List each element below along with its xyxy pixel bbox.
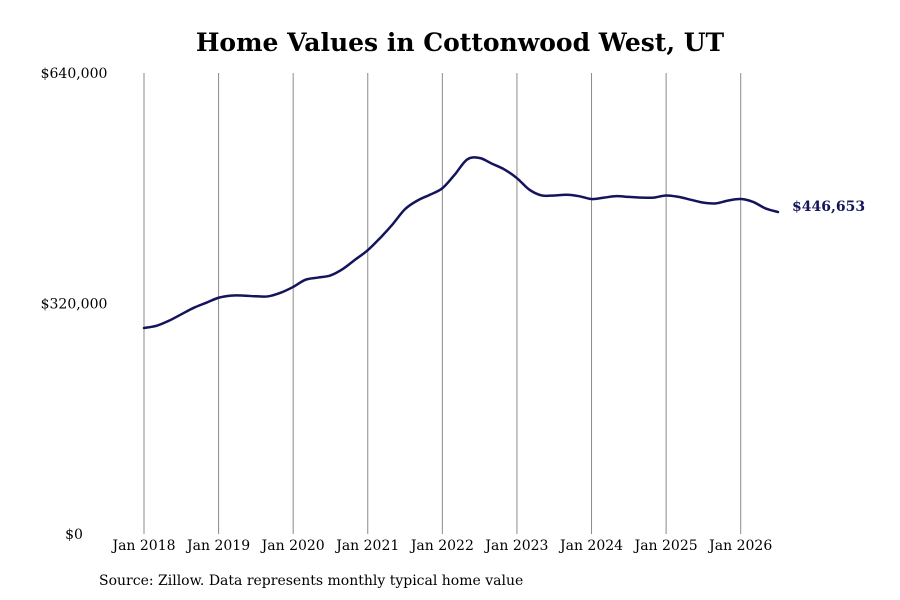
x-tick-label-2019: Jan 2019 — [185, 538, 250, 554]
y-tick-label-0: $0 — [65, 527, 83, 543]
y-tick-label-1: $320,000 — [41, 297, 108, 313]
end-label-layer: $446,653 — [792, 199, 865, 215]
series-layer — [142, 156, 780, 330]
x-tick-label-2022: Jan 2022 — [409, 538, 474, 554]
x-tick-label-2026: Jan 2026 — [707, 538, 772, 554]
home-value-series-line — [142, 156, 780, 330]
x-axis-tick-labels: Jan 2018 Jan 2019 Jan 2020 Jan 2021 Jan 2022… — [110, 538, 772, 554]
source-note: Source: Zillow. Data represents monthly … — [99, 573, 524, 589]
x-tick-label-2023: Jan 2023 — [483, 538, 548, 554]
y-tick-label-2: $640,000 — [41, 66, 108, 82]
chart-title: Home Values in Cottonwood West, UT — [195, 28, 725, 57]
x-tick-label-2025: Jan 2025 — [633, 538, 698, 554]
end-value-label: $446,653 — [792, 199, 865, 215]
y-axis-tick-labels: $0 $320,000 $640,000 — [41, 66, 108, 543]
grid-lines — [143, 73, 742, 534]
x-tick-label-2024: Jan 2024 — [558, 538, 623, 554]
x-tick-label-2020: Jan 2020 — [260, 538, 325, 554]
x-tick-label-2018: Jan 2018 — [110, 538, 175, 554]
x-tick-label-2021: Jan 2021 — [334, 538, 399, 554]
